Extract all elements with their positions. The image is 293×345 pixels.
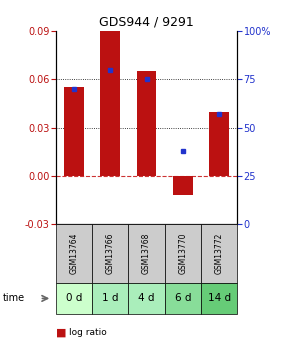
Bar	[100, 31, 120, 176]
Bar	[173, 176, 193, 195]
Bar	[165, 224, 201, 283]
Bar	[92, 224, 128, 283]
Text: GSM13764: GSM13764	[69, 233, 78, 274]
Text: ■: ■	[56, 328, 66, 338]
Bar	[56, 224, 92, 283]
Text: GSM13772: GSM13772	[215, 233, 224, 274]
Text: 4 d: 4 d	[138, 294, 155, 303]
Text: 0 d: 0 d	[66, 294, 82, 303]
Bar	[64, 87, 84, 176]
Bar	[92, 283, 128, 314]
Bar	[165, 283, 201, 314]
Bar	[56, 283, 92, 314]
Text: GSM13770: GSM13770	[178, 233, 187, 274]
Bar	[128, 224, 165, 283]
Title: GDS944 / 9291: GDS944 / 9291	[99, 16, 194, 29]
Bar	[128, 283, 165, 314]
Bar	[201, 283, 237, 314]
Text: GSM13768: GSM13768	[142, 233, 151, 274]
Bar	[137, 71, 156, 176]
Bar	[201, 224, 237, 283]
Text: 14 d: 14 d	[208, 294, 231, 303]
Bar	[209, 111, 229, 176]
Text: 1 d: 1 d	[102, 294, 118, 303]
Text: GSM13766: GSM13766	[106, 233, 115, 274]
Text: 6 d: 6 d	[175, 294, 191, 303]
Text: log ratio: log ratio	[69, 328, 107, 337]
Text: time: time	[3, 294, 25, 303]
